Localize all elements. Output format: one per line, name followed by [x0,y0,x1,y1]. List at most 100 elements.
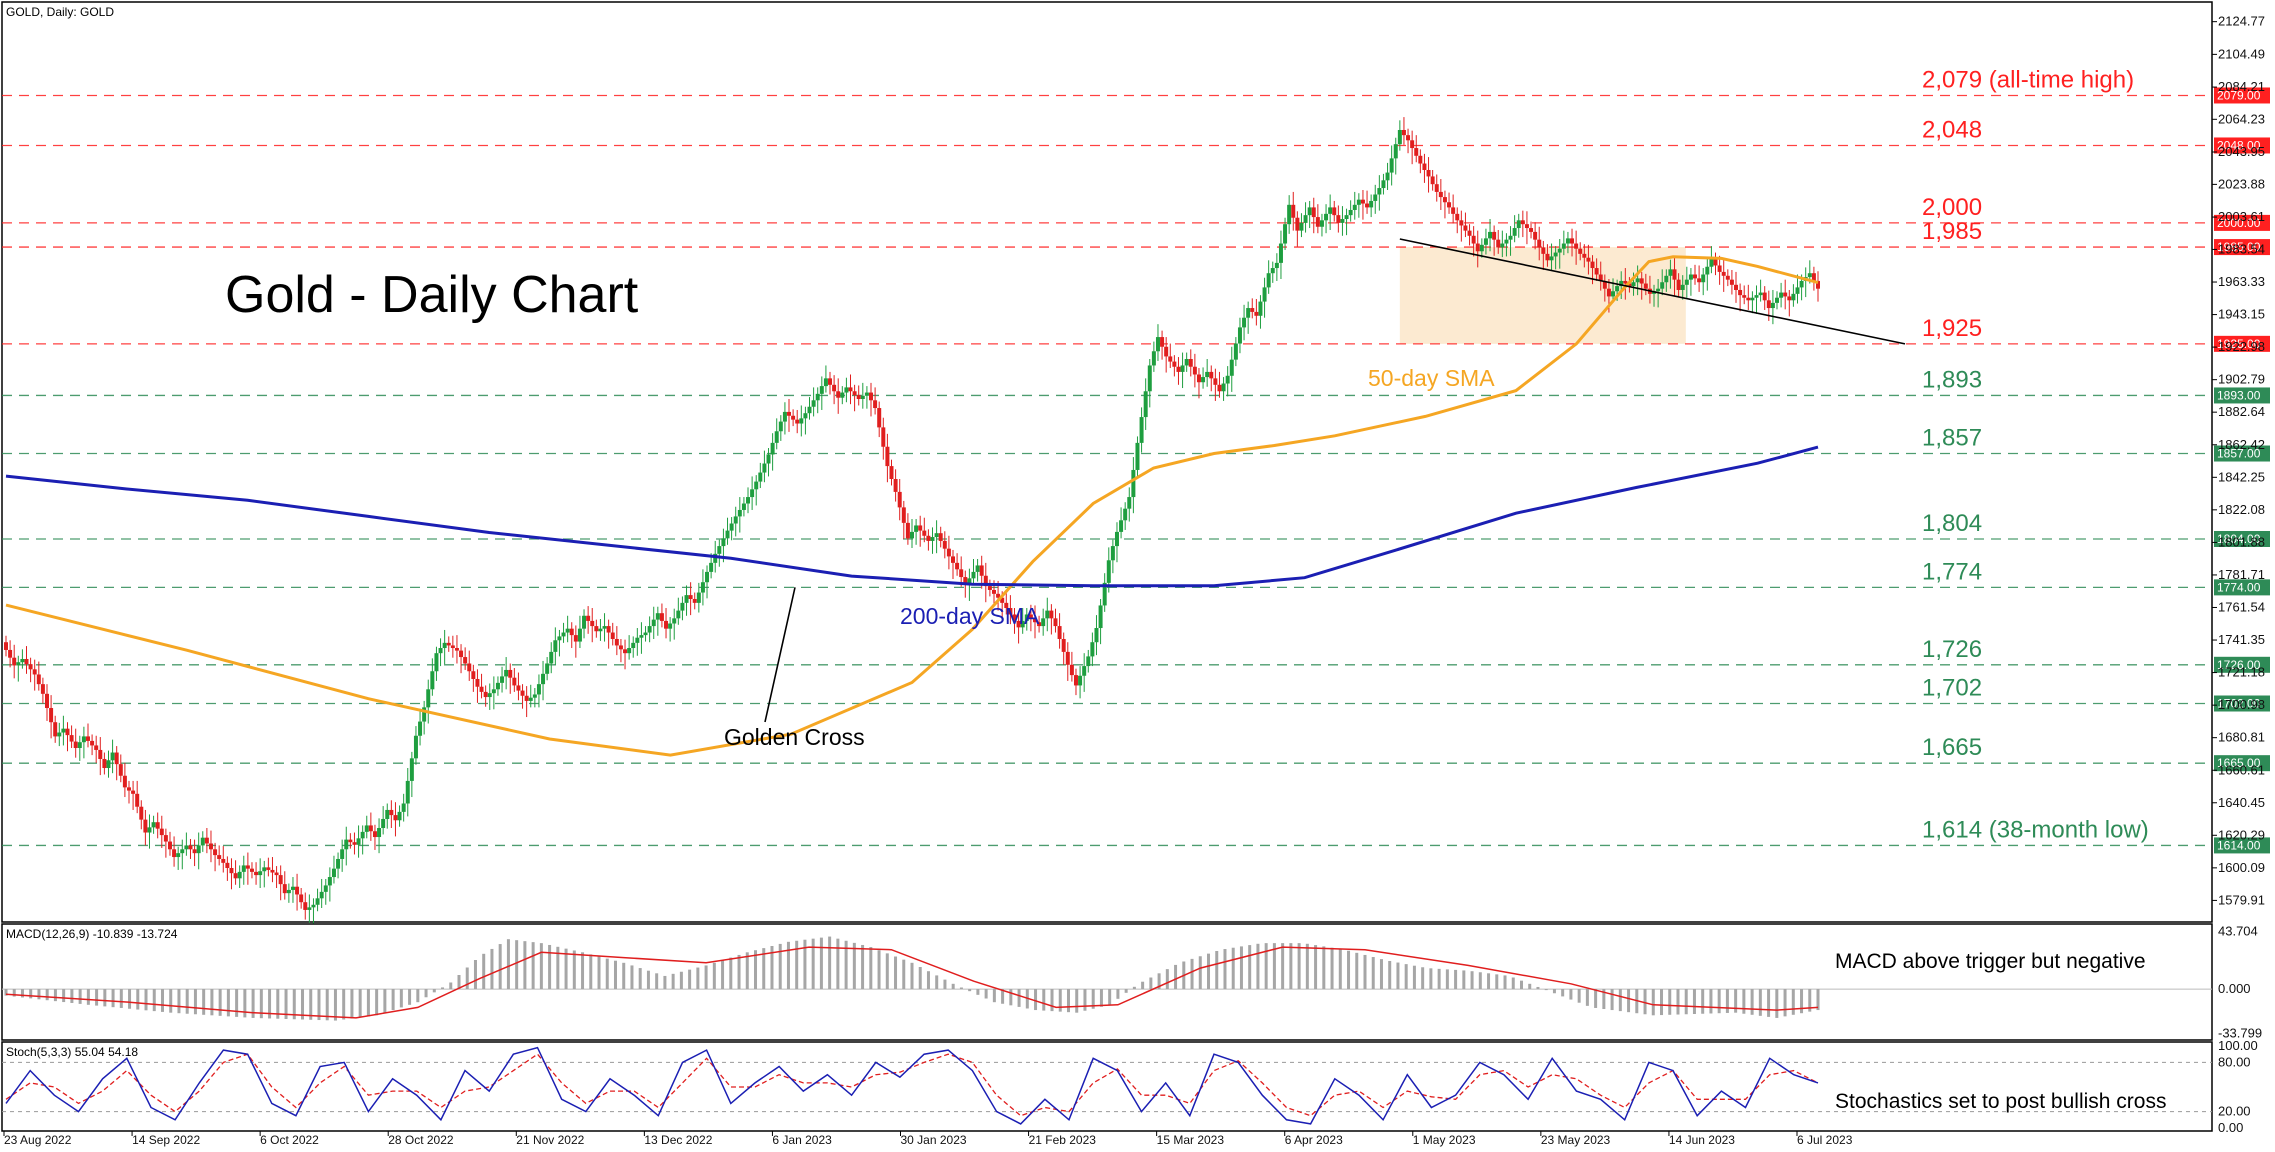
level-price-box [2214,137,2270,154]
x-axis-tick-label: 1 May 2023 [1413,1133,1476,1147]
candle-body [1274,262,1279,269]
candle-body [1258,301,1263,316]
macd-histogram-bar [350,989,354,1019]
candle-body [618,645,623,650]
candle-body [746,497,751,504]
candle-body [409,758,414,781]
candle-body [98,749,103,759]
candle-body [864,392,869,396]
level-price-box [2214,239,2270,256]
candle-body [926,535,931,541]
y-axis-tick-label: 1963.33 [2218,274,2265,289]
candle-body [180,849,185,854]
candle-body [1184,359,1189,366]
candle-body [1586,257,1591,262]
candle-body [348,839,353,843]
macd-histogram-bar [53,989,57,1002]
candle-body [1086,656,1091,667]
y-axis-tick-label: 1983.54 [2218,241,2265,256]
candle-body [94,745,99,750]
candle-body [442,642,447,649]
x-axis-tick-label: 6 Apr 2023 [1285,1133,1343,1147]
candle-body [172,849,177,858]
level-price-box [2214,87,2270,104]
candle-body [1713,259,1718,266]
candle-body [1270,268,1275,274]
x-axis-tick-label: 14 Sep 2022 [132,1133,200,1147]
candle-body [1020,620,1025,628]
candle-body [811,400,816,407]
candle-body [1098,605,1103,629]
candle-body [803,413,808,419]
candle-body [1508,235,1513,240]
candle-body [217,855,222,859]
candle-body [1406,135,1411,141]
candle-body [1028,614,1033,619]
macd-histogram-bar [1017,989,1021,1007]
candle-body [1779,292,1784,298]
y-axis-tick-label: 1882.64 [2218,404,2265,419]
candle-body [1180,365,1185,372]
macd-histogram-bar [1042,989,1046,1011]
level-price-box-label: 1925.00 [2217,337,2261,351]
candle-body [1483,238,1488,245]
candle-body [504,669,509,677]
candle-body [942,540,947,549]
y-axis-tick-label: 1781.71 [2218,567,2265,582]
candle-body [262,867,267,872]
candle-body [81,736,86,743]
candle-body [430,671,435,690]
candle-body [1155,337,1160,352]
candle-body [610,632,615,639]
x-axis-tick-label: 21 Feb 2023 [1029,1133,1097,1147]
macd-histogram-bar [498,944,502,990]
macd-histogram-bar [992,989,996,1003]
candle-body [1410,140,1415,149]
candle-body [754,481,759,490]
macd-histogram-bar [885,953,889,990]
candle-body [1381,180,1386,189]
candle-body [1377,188,1382,195]
macd-histogram-bar [128,989,132,1009]
candle-body [631,642,636,649]
candle-body [541,673,546,685]
candle-body [438,648,443,654]
level-price-box-label: 1857.00 [2217,447,2261,461]
macd-histogram-bar [95,989,99,1006]
macd-histogram-bar [1207,953,1211,990]
candle-body [705,571,710,583]
candle-body [495,682,500,690]
macd-histogram-bar [852,942,856,990]
stoch-annotation: Stochastics set to post bullish cross [1835,1090,2166,1113]
candle-body [852,391,857,396]
200-day-sma-line [5,445,1819,588]
macd-histogram-bar [1701,989,1705,1014]
candle-body [1524,224,1529,229]
candle-body [1123,508,1128,521]
candle-body [196,845,201,854]
macd-histogram-bar [1478,972,1482,990]
macd-histogram-bar [1552,989,1556,994]
candle-body [106,760,111,769]
candle-body [967,578,972,585]
candle-body [680,602,685,611]
annotation-golden-cross: Golden Cross [724,724,865,750]
candle-body [336,858,341,869]
candle-body [1397,129,1402,145]
candle-body [323,885,328,892]
macd-histogram-bar [1643,989,1647,1015]
candle-body [131,790,136,794]
candle-body [1283,224,1288,244]
candle-body [688,595,693,599]
candle-body [807,406,812,414]
candle-body [221,858,226,863]
candle-body [49,708,54,723]
candle-body [1225,375,1230,384]
macd-histogram-bar [218,989,222,1016]
level-label: 1,726 [1922,636,1982,663]
macd-histogram-bar [1149,977,1153,990]
candle-body [1590,261,1595,269]
macd-histogram-bar [1544,989,1548,991]
candle-body [1209,371,1214,379]
candle-body [516,685,521,691]
